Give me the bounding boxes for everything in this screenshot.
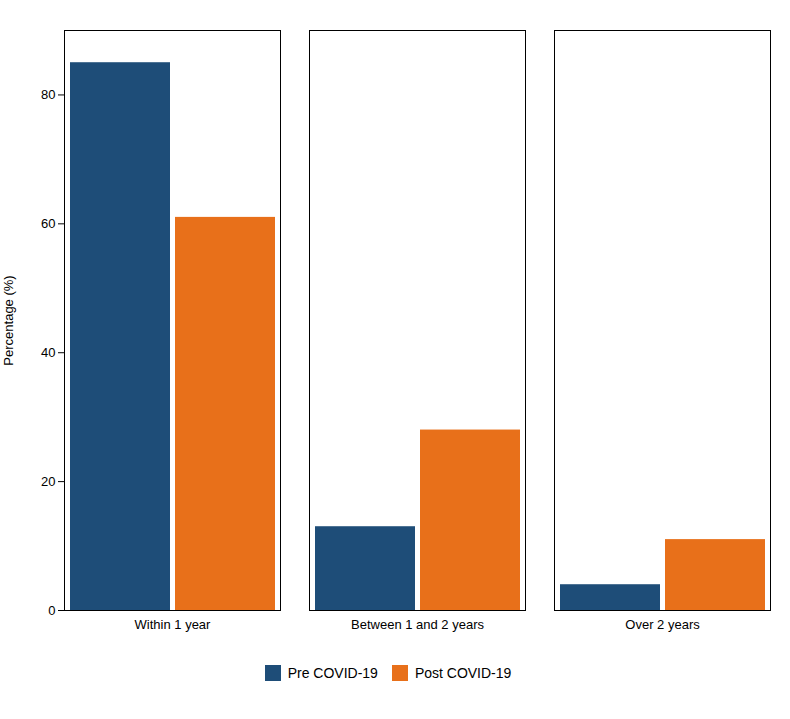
- svg-text:Percentage (%): Percentage (%): [1, 275, 16, 365]
- svg-text:Over 2 years: Over 2 years: [625, 617, 700, 632]
- svg-text:80: 80: [41, 87, 55, 102]
- html-text:Pre COVID-19: Pre COVID-19: [287, 664, 378, 681]
- svg-text:40: 40: [41, 345, 55, 360]
- html-text:Post COVID-19: Post COVID-19: [414, 664, 512, 681]
- svg-text:Within 1 year: Within 1 year: [135, 617, 212, 632]
- svg-text:Between 1 and 2 years: Between 1 and 2 years: [351, 617, 484, 632]
- svg-text:60: 60: [41, 216, 55, 231]
- svg-text:20: 20: [41, 474, 55, 489]
- svg-text:0: 0: [48, 603, 55, 618]
